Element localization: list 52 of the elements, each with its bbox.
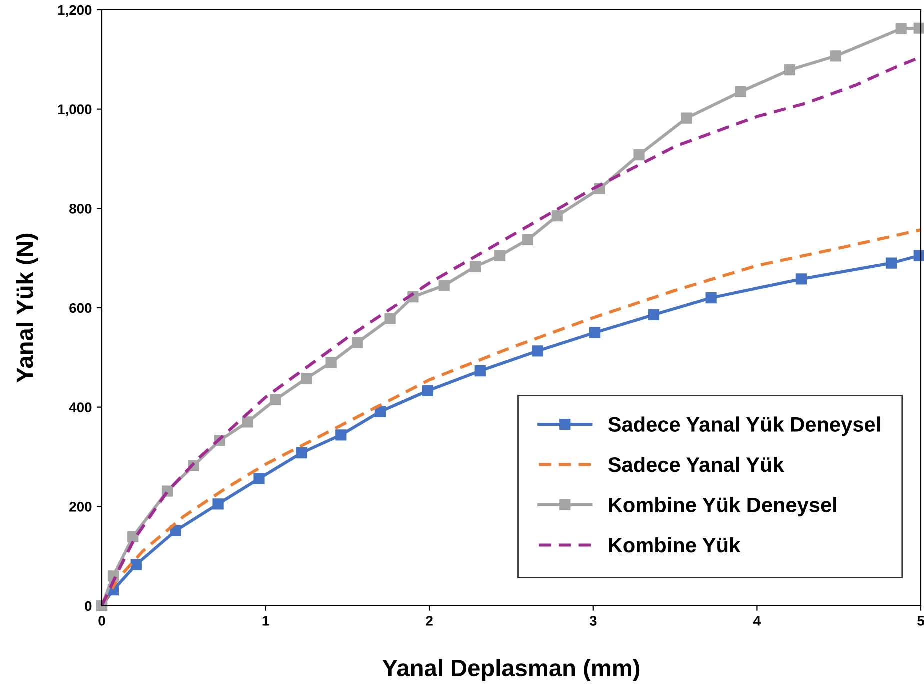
x-tick-label: 4 [754, 616, 761, 626]
point [648, 309, 660, 321]
point [706, 292, 717, 304]
point [634, 149, 645, 161]
y-axis-title: Yanal Yük (N) [16, 234, 38, 383]
point [374, 406, 386, 418]
point [301, 372, 312, 384]
point [242, 416, 254, 428]
point [128, 531, 139, 543]
point [784, 64, 796, 76]
point [735, 86, 746, 98]
point [212, 498, 224, 510]
legend-label: Sadece Yanal Yük [608, 456, 784, 472]
y-tick-label: 1,000 [58, 104, 92, 117]
point [494, 250, 506, 262]
x-axis-title: Yanal Deplasman (mm) [382, 659, 640, 682]
y-tick-label: 200 [70, 502, 92, 512]
point [326, 357, 337, 368]
point [532, 346, 544, 357]
point [336, 430, 347, 441]
y-tick-label: 400 [69, 402, 92, 413]
y-tick-label: 1,200 [58, 5, 92, 18]
x-tick-label: 1 [262, 616, 270, 626]
x-tick-label: 3 [590, 616, 597, 626]
point [352, 337, 364, 348]
point [270, 394, 282, 406]
point [422, 385, 434, 396]
x-tick-label: 0 [98, 616, 106, 626]
point [438, 280, 450, 292]
point [384, 313, 396, 324]
point [474, 366, 486, 377]
point [552, 210, 563, 222]
legend-label: Sadece Yanal Yük Deneysel [608, 416, 880, 436]
y-tick-label: 0 [85, 601, 92, 612]
point [254, 473, 265, 484]
point [796, 274, 807, 285]
point [522, 234, 534, 246]
y-tick-label: 800 [70, 204, 92, 214]
legend-label: Kombine Yük [609, 537, 741, 553]
point [886, 258, 898, 269]
point [830, 50, 842, 62]
y-tick-label: 600 [70, 303, 92, 314]
point [589, 327, 601, 338]
point [296, 447, 308, 459]
legend-label: Kombine Yük Deneysel [609, 497, 836, 517]
point [130, 559, 142, 570]
point [170, 525, 182, 537]
x-tick-label: 2 [426, 616, 433, 626]
point [681, 112, 692, 124]
point [470, 261, 482, 272]
point [896, 23, 907, 34]
x-tick-label: 5 [918, 616, 924, 626]
